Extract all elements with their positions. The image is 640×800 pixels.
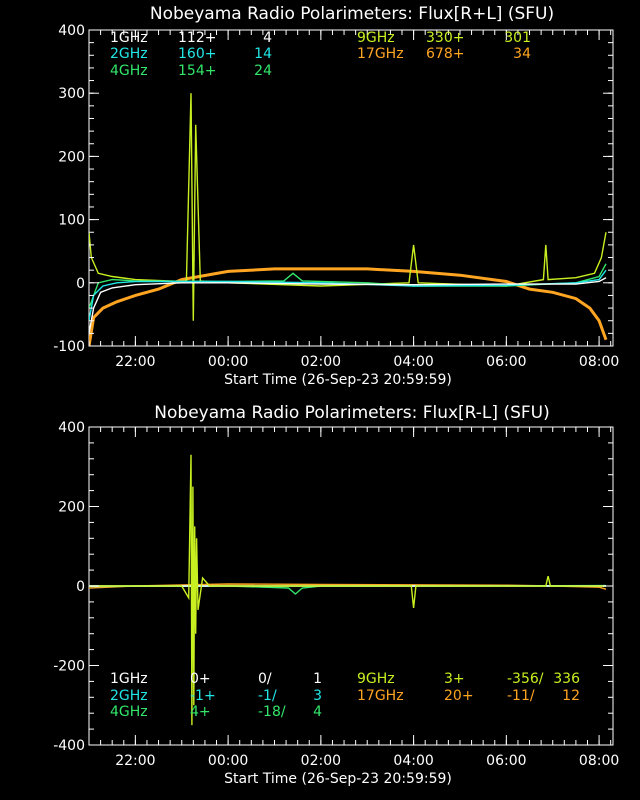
series-line-4ghz xyxy=(89,585,606,595)
series-line-2ghz xyxy=(89,269,607,321)
y-tick-label: 300 xyxy=(58,86,85,102)
legend-value: 160+ xyxy=(178,46,216,62)
y-tick-label: 100 xyxy=(58,213,85,229)
legend-value: 34 xyxy=(513,46,531,62)
x-tick-label: 04:00 xyxy=(393,354,433,370)
legend-label: 9GHz xyxy=(357,30,395,46)
plot-frame xyxy=(88,29,614,347)
x-axis-label: Start Time (26-Sep-23 20:59:59) xyxy=(224,372,452,388)
y-tick-label: 0 xyxy=(76,579,85,595)
series-line-17ghz xyxy=(89,267,608,346)
legend-label: 2GHz xyxy=(110,46,148,62)
legend-value: 0+ xyxy=(190,671,211,687)
y-tick-label: 400 xyxy=(58,420,85,436)
legend-value: 12 xyxy=(562,688,580,704)
legend-value: 336 xyxy=(553,671,580,687)
legend-value: 330+ xyxy=(426,30,464,46)
legend-value: 3 xyxy=(313,688,322,704)
legend-value: -1+ xyxy=(190,688,216,704)
y-tick-label: 0 xyxy=(76,276,85,292)
y-tick-label: 200 xyxy=(58,500,85,516)
legend-value: -356/ xyxy=(507,671,544,687)
y-tick-label: -400 xyxy=(53,738,85,754)
legend-label: 1GHz xyxy=(110,671,148,687)
y-tick-label: 400 xyxy=(58,23,85,39)
x-tick-label: 22:00 xyxy=(115,354,155,370)
legend-value: 1 xyxy=(313,671,322,687)
x-tick-label: 00:00 xyxy=(208,354,248,370)
x-tick-label: 00:00 xyxy=(208,753,248,769)
y-tick-label: -200 xyxy=(53,659,85,675)
series-line-9ghz xyxy=(89,454,606,726)
legend-label: 17GHz xyxy=(357,46,404,62)
x-axis-label: Start Time (26-Sep-23 20:59:59) xyxy=(224,771,452,787)
x-tick-label: 06:00 xyxy=(486,354,526,370)
legend-label: 17GHz xyxy=(357,688,404,704)
x-tick-label: 02:00 xyxy=(301,354,341,370)
legend-value: 678+ xyxy=(426,46,464,62)
legend-value: 301 xyxy=(504,30,531,46)
legend-value: 20+ xyxy=(444,688,474,704)
chart-title: Nobeyama Radio Polarimeters: Flux[R-L] (… xyxy=(154,403,549,423)
x-tick-label: 08:00 xyxy=(579,753,619,769)
legend-label: 2GHz xyxy=(110,688,148,704)
legend-label: 9GHz xyxy=(357,671,395,687)
legend-value: 4+ xyxy=(190,704,211,720)
y-tick-label: -100 xyxy=(53,339,85,355)
legend-value: 3+ xyxy=(444,671,465,687)
flux-rl-diff-panel: Nobeyama Radio Polarimeters: Flux[R-L] (… xyxy=(53,403,619,787)
legend-value: -1/ xyxy=(258,688,277,704)
legend-value: 154+ xyxy=(178,63,216,79)
x-tick-label: 02:00 xyxy=(301,753,341,769)
legend-label: 4GHz xyxy=(110,63,148,79)
legend-value: 4 xyxy=(263,30,272,46)
x-tick-label: 04:00 xyxy=(393,753,433,769)
x-tick-label: 08:00 xyxy=(579,354,619,370)
legend-value: 24 xyxy=(254,63,272,79)
x-tick-label: 22:00 xyxy=(115,753,155,769)
legend-value: 4 xyxy=(313,704,322,720)
legend-label: 4GHz xyxy=(110,704,148,720)
y-tick-label: 200 xyxy=(58,149,85,165)
flux-rl-sum-panel: Nobeyama Radio Polarimeters: Flux[R+L] (… xyxy=(53,4,619,388)
series-line-9ghz xyxy=(89,93,607,321)
x-tick-label: 06:00 xyxy=(486,753,526,769)
legend-value: -11/ xyxy=(507,688,535,704)
legend-value: 14 xyxy=(254,46,272,62)
chart-title: Nobeyama Radio Polarimeters: Flux[R+L] (… xyxy=(150,4,554,24)
series-line-1ghz xyxy=(89,277,607,334)
legend-value: -18/ xyxy=(258,704,286,720)
legend-value: 0/ xyxy=(258,671,272,687)
legend-label: 1GHz xyxy=(110,30,148,46)
legend-value: 112+ xyxy=(178,30,216,46)
